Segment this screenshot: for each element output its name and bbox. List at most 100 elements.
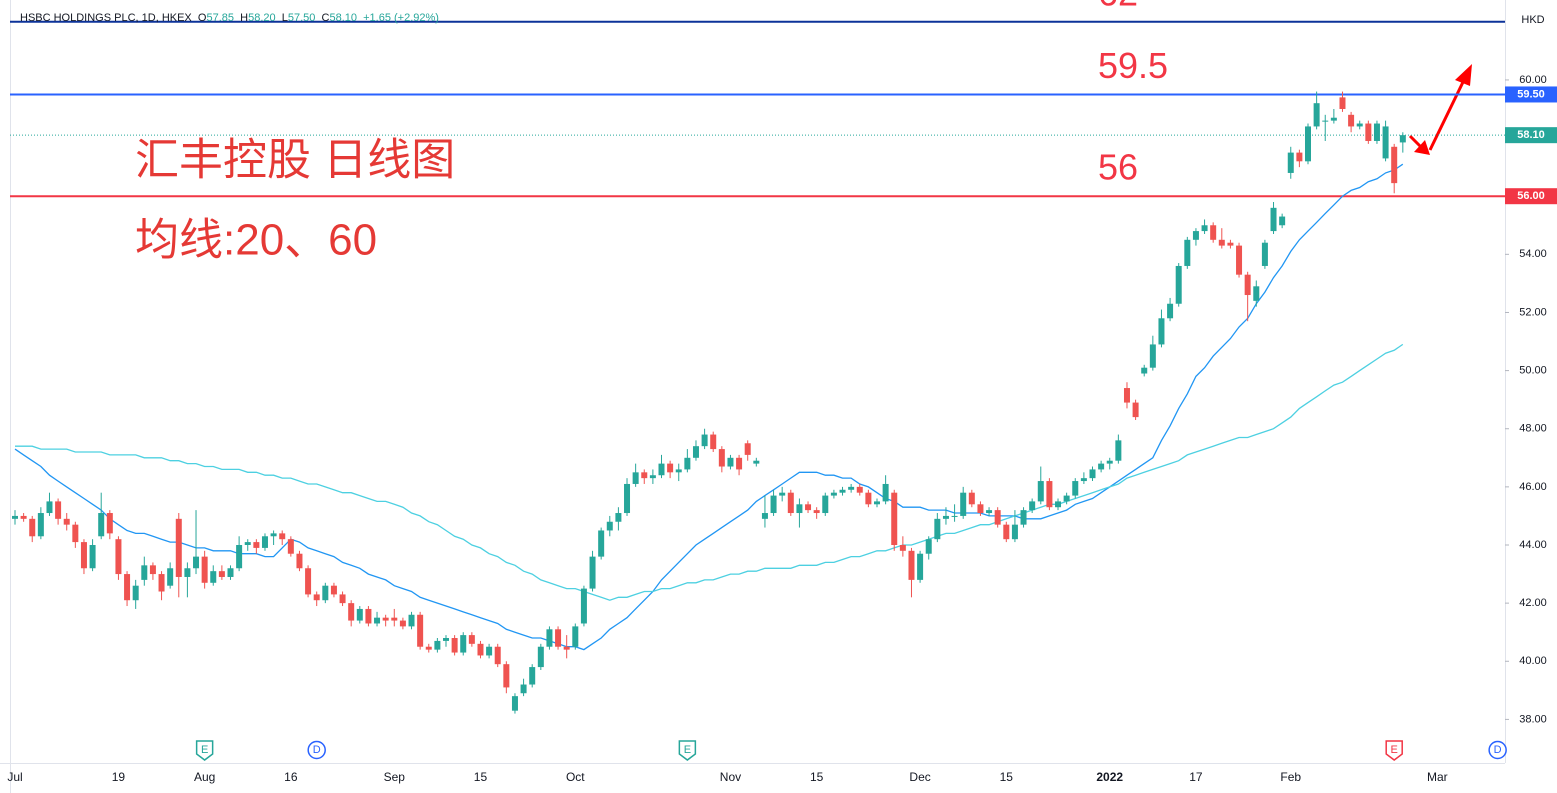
candle-body [942,515,949,519]
candle-body [1253,286,1260,301]
y-tick-label: 44.00 [1519,539,1547,551]
candle-body [348,603,355,621]
annotation: 56 [1098,147,1138,188]
candle-body [977,504,984,514]
candle-body [149,565,156,575]
candle-body [451,638,458,653]
candle-body [227,568,234,577]
candle-body [468,635,475,644]
candle-body [253,542,260,548]
x-tick-label: Dec [909,770,930,784]
candle-body [917,553,924,580]
x-tick-label: 16 [284,770,298,784]
candle-body [1149,344,1156,368]
candle-body [1373,123,1380,141]
candle-body [632,472,639,484]
candle-body [753,460,760,464]
candle-body [115,539,122,575]
candle-body [1305,126,1311,162]
moving-average [14,163,1404,651]
candle-body [434,640,441,650]
candle-body [55,501,62,519]
symbol-title: HSBC HOLDINGS PLC, 1D, HKEX [20,12,192,24]
event-icon [678,740,697,761]
candle-body [1365,123,1372,141]
candle-body [330,585,337,595]
ohlc-value: 58.10 [329,12,357,24]
candle-body [244,542,251,545]
candle-body [744,443,751,455]
candle-body [589,556,596,589]
y-tick-label: 42.00 [1519,597,1547,609]
candle-body [1158,318,1165,345]
arrow-head [1455,64,1472,86]
candle-body [598,530,605,557]
candle-body [555,629,562,647]
ohlc-label: C [321,12,330,24]
candle-body [201,556,208,583]
candle-body [951,515,958,517]
y-tick-label: 38.00 [1519,713,1547,725]
candle-body [374,617,381,624]
candle-body [761,513,768,519]
arrow-head [1414,140,1430,155]
candle-body [1123,388,1130,403]
candle-body [520,684,527,694]
candle-body [158,574,165,592]
candle-body [356,608,363,621]
candle-body [124,574,131,601]
candle-body [46,501,53,514]
candle-body [1115,440,1122,461]
candle-body [899,545,906,551]
candle-body [865,492,872,505]
note: 汇丰控股 日线图 [135,136,455,185]
x-tick-label: 15 [474,770,488,784]
candle-body [287,539,294,554]
candle-body [580,588,587,624]
candle-body [1270,207,1277,232]
candle-body [1348,114,1355,127]
candle-body [1037,481,1044,502]
candle-body [1055,501,1062,508]
candle-body [1063,495,1070,502]
x-tick-label: Oct [566,770,585,784]
x-tick-label: Feb [1280,770,1301,784]
candle-body [563,646,570,650]
price-label: 59.50 [1517,88,1545,100]
candle-body [1184,239,1191,266]
candle-body [658,463,665,476]
candle-body [1391,146,1398,184]
x-tick-label: 15 [1000,770,1014,784]
candle-body [503,664,510,688]
price-label-box [1505,188,1557,205]
candle-body [874,501,880,505]
candle-body [305,568,312,595]
candle-body [1080,478,1087,482]
candle-body [511,696,518,711]
x-tick-label: 2022 [1096,770,1123,784]
candle-body [236,545,243,569]
candle-body [1330,117,1337,121]
candle-body [667,463,674,473]
event-label: D [1494,744,1502,756]
candle-body [839,489,846,493]
annotation: 59.5 [1098,45,1168,86]
candle-body [72,524,79,543]
candle-body [184,568,191,577]
candle-body [813,510,820,514]
candle-body [1279,216,1286,226]
last-price-box [1505,127,1557,144]
candle-body [692,446,699,458]
candle-body [925,539,932,554]
note: 均线:20、60 [135,216,377,265]
candle-body [175,518,182,577]
ohlc-label: H [240,12,249,24]
event-icon [1488,740,1507,760]
candle-body [606,521,613,531]
candle-body [1399,135,1406,143]
annotation: 62 [1098,0,1138,13]
candle-body [1089,469,1096,479]
candle-body [675,469,682,473]
candle-body [460,635,467,653]
